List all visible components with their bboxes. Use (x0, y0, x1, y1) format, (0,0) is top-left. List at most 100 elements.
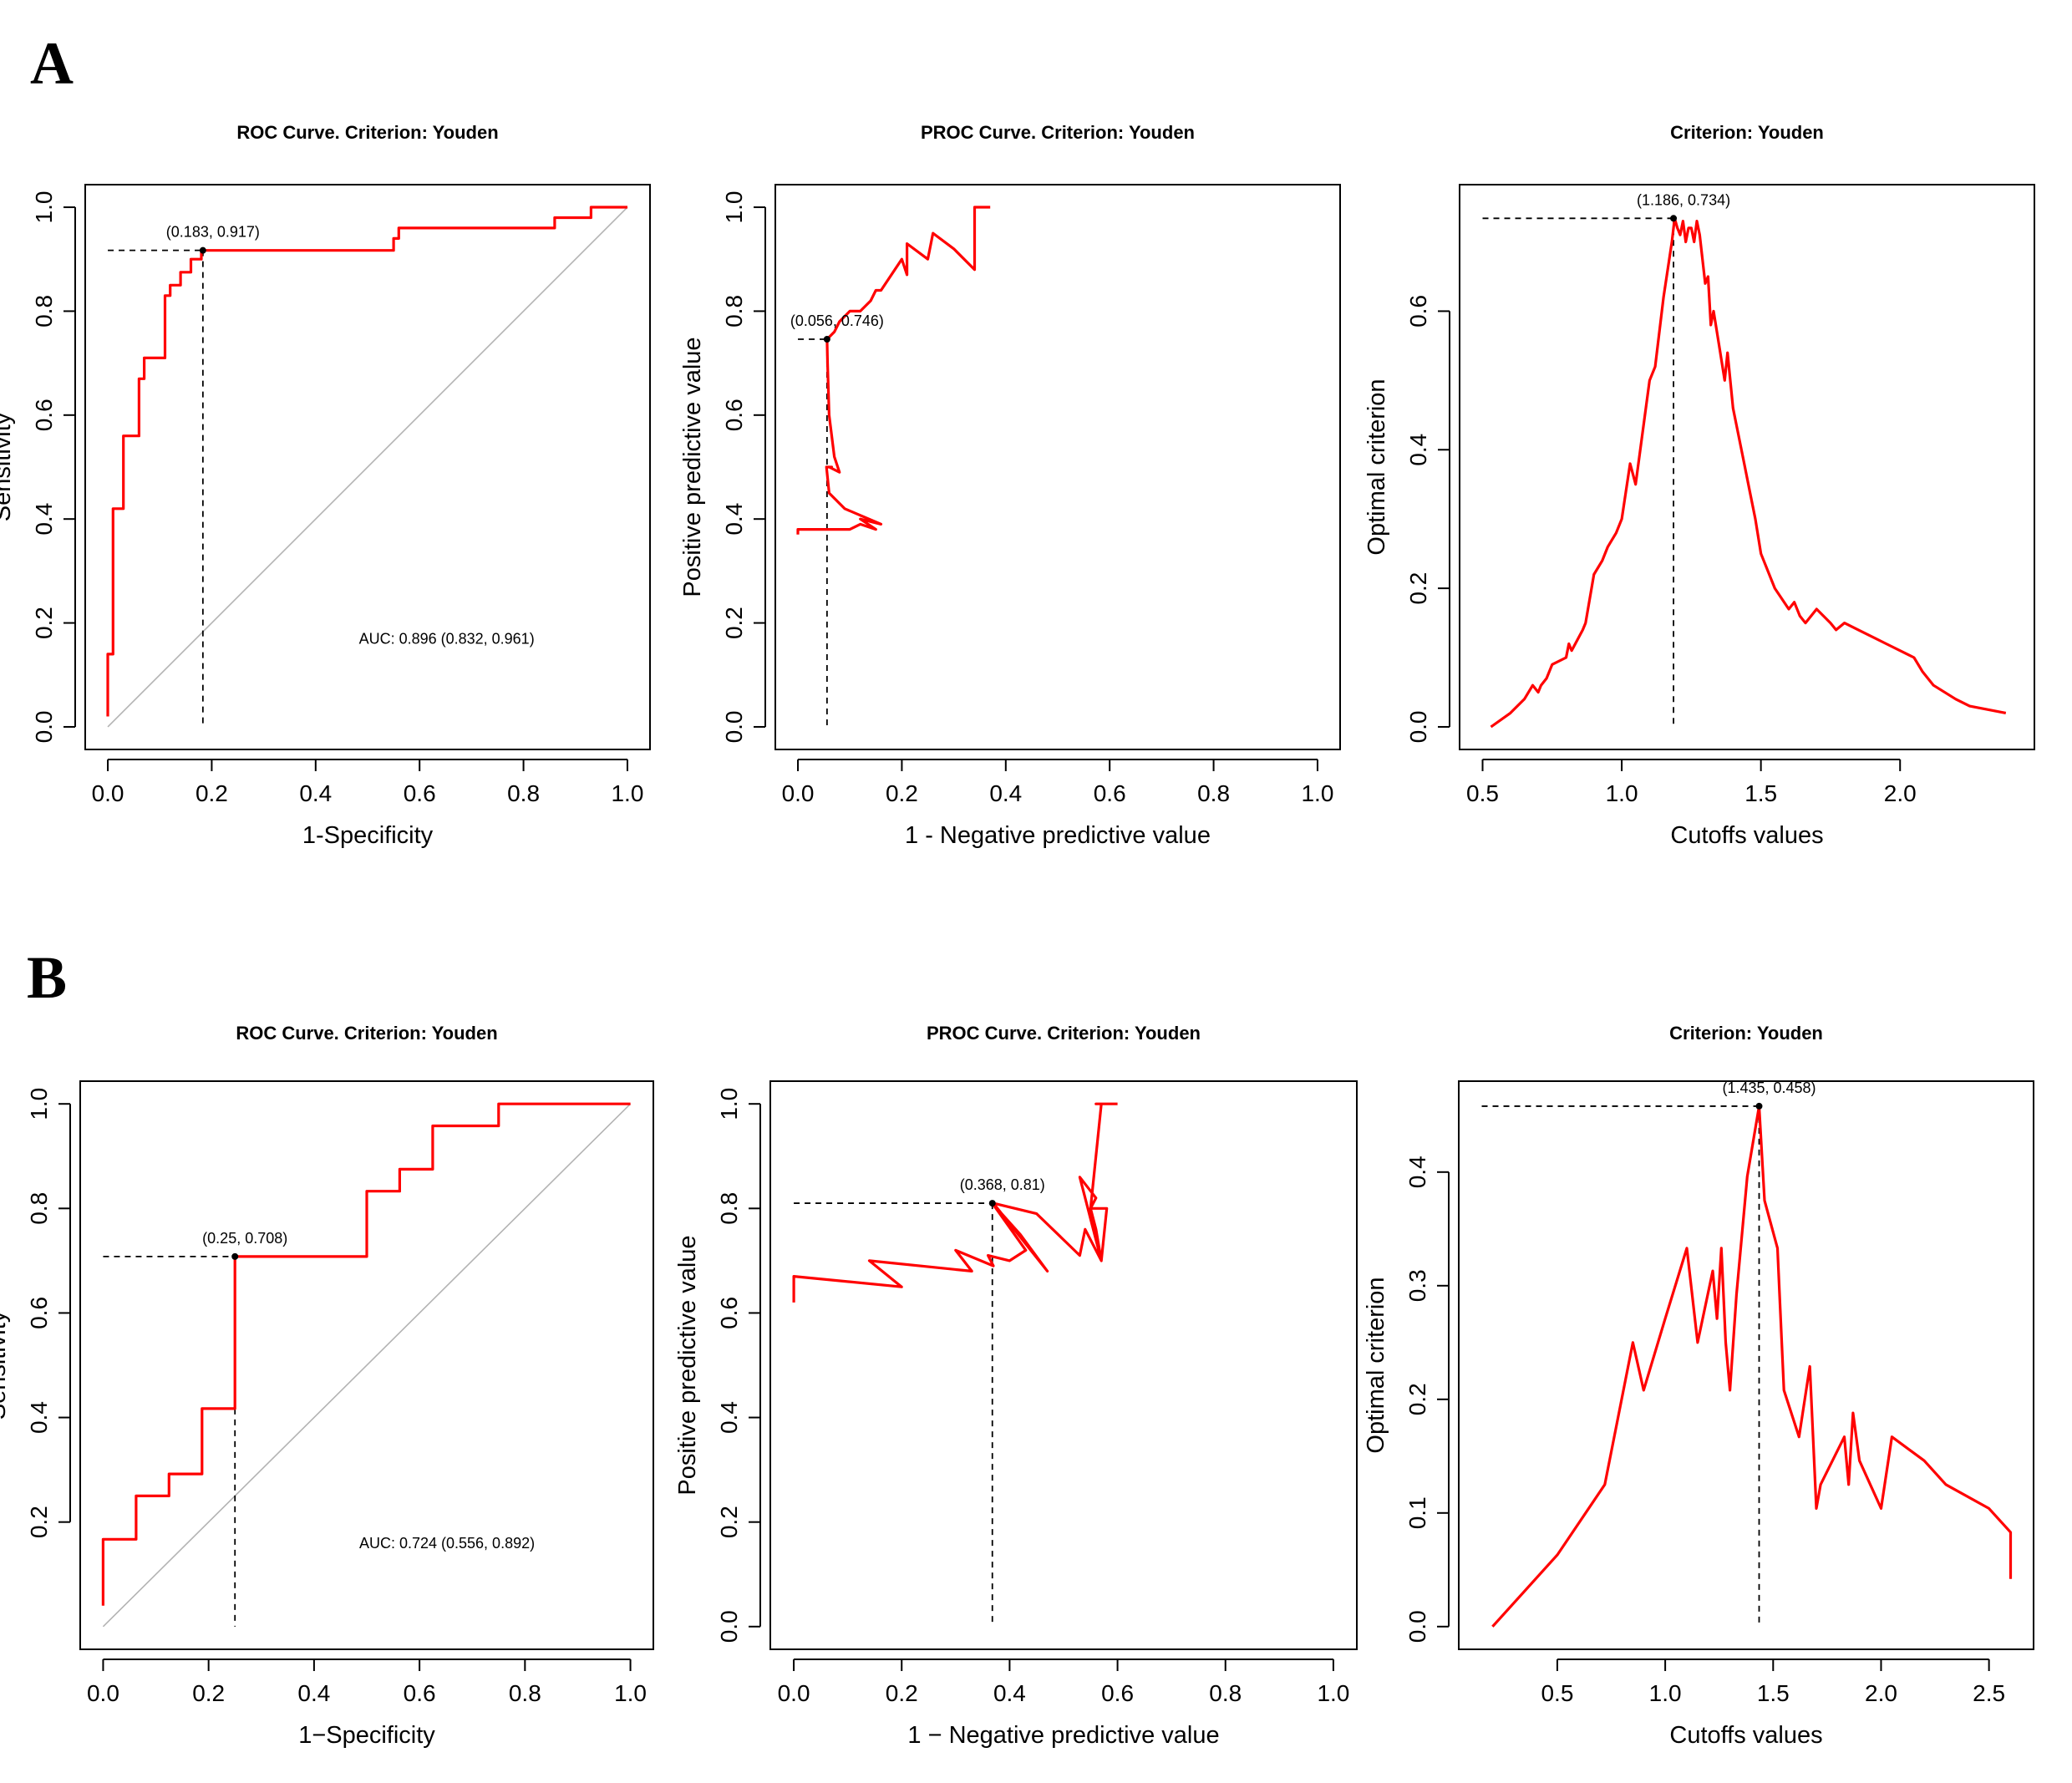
y-tick-label: 0.4 (31, 503, 57, 536)
y-tick-label: 1.0 (31, 191, 57, 224)
x-tick-label: 1.0 (611, 780, 643, 806)
cutpoint-label: (1.435, 0.458) (1722, 1079, 1816, 1096)
y-tick-label: 0.6 (31, 399, 57, 431)
y-tick-label: 0.2 (1405, 572, 1431, 605)
y-tick-label: 0.0 (1405, 710, 1431, 743)
plot-frame (79, 1080, 654, 1650)
chart-2: PROC Curve. Criterion: Youden 0.0 0.2 0.4 0.… (679, 122, 1341, 849)
y-tick-label: 1.0 (26, 1088, 52, 1120)
chart-title: ROC Curve. Criterion: Youden (236, 1023, 497, 1044)
chart-3: Criterion: Youden 0.5 1.0 1.5 2.0 Cutoffs val… (1364, 122, 2035, 849)
cutpoint-label: (0.183, 0.917) (166, 224, 260, 241)
auc-label: AUC: 0.896 (0.832, 0.961) (359, 630, 535, 647)
y-tick-label: 0.2 (721, 607, 747, 639)
panel-letter-b: B (27, 944, 67, 1011)
y-tick-label: 0.6 (26, 1297, 52, 1329)
x-tick-label: 0.5 (1466, 780, 1499, 806)
y-axis-label: Sensitivity (0, 1310, 11, 1420)
chart-title: PROC Curve. Criterion: Youden (921, 122, 1195, 143)
y-tick-label: 0.2 (1404, 1383, 1430, 1415)
x-tick-label: 0.0 (782, 780, 815, 806)
curve-line-youden (1490, 216, 2007, 729)
chart-title: Criterion: Youden (1670, 122, 1824, 143)
cutpoint-label: (1.186, 0.734) (1637, 191, 1730, 208)
x-tick-label: 2.5 (1973, 1680, 2005, 1706)
chart-6: Criterion: Youden 0.5 1.0 1.5 2.0 2.5 Cutoffs … (1363, 1023, 2034, 1749)
y-tick-label: 0.2 (26, 1506, 52, 1538)
x-tick-label: 0.2 (886, 780, 918, 806)
x-tick-label: 0.2 (192, 1680, 225, 1706)
x-tick-label: 0.6 (1094, 780, 1126, 806)
y-axis-label: Sensitivity (0, 412, 16, 521)
y-tick-label: 1.0 (721, 191, 747, 224)
y-tick-label: 0.2 (31, 607, 57, 639)
chance-diagonal-line (107, 206, 628, 728)
plot-frame (769, 1080, 1358, 1650)
x-tick-label: 0.8 (1197, 780, 1230, 806)
y-axis-label: Optimal criterion (1363, 1277, 1389, 1453)
y-tick-label: 0.8 (31, 295, 57, 328)
plot-frame (774, 184, 1341, 750)
x-tick-label: 0.0 (92, 780, 124, 806)
x-tick-label: 0.2 (196, 780, 228, 806)
chart-title: ROC Curve. Criterion: Youden (236, 122, 498, 143)
y-tick-label: 0.2 (716, 1506, 742, 1538)
x-tick-label: 2.0 (1865, 1680, 1897, 1706)
plot-frame (84, 184, 651, 750)
x-axis-label: 1 − Negative predictive value (907, 1722, 1219, 1749)
x-tick-label: 0.4 (299, 780, 332, 806)
y-tick-label: 0.0 (721, 710, 747, 743)
x-tick-label: 0.6 (404, 1680, 436, 1706)
x-tick-label: 0.6 (404, 780, 436, 806)
y-tick-label: 0.4 (721, 503, 747, 536)
x-axis-label: 1−Specificity (298, 1722, 435, 1749)
y-tick-label: 0.4 (26, 1401, 52, 1434)
y-axis-label: Positive predictive value (674, 1235, 701, 1495)
cutpoint-marker (231, 1252, 239, 1260)
x-tick-label: 1.0 (1649, 1680, 1682, 1706)
y-tick-label: 0.6 (721, 399, 747, 431)
y-tick-label: 0.8 (26, 1192, 52, 1225)
y-tick-label: 0.6 (716, 1297, 742, 1329)
y-tick-label: 0.0 (1404, 1610, 1430, 1643)
x-tick-label: 1.5 (1757, 1680, 1790, 1706)
y-axis-label: Positive predictive value (679, 337, 706, 597)
x-tick-label: 1.0 (1606, 780, 1638, 806)
y-tick-label: 0.4 (1405, 434, 1431, 466)
x-tick-label: 0.5 (1541, 1680, 1573, 1706)
x-axis-label: Cutoffs values (1670, 822, 1823, 849)
x-tick-label: 0.4 (993, 1680, 1026, 1706)
curve-line-roc (101, 1102, 631, 1606)
y-tick-label: 0.1 (1404, 1496, 1430, 1529)
x-tick-label: 0.0 (87, 1680, 119, 1706)
x-axis-label: 1-Specificity (302, 822, 434, 849)
x-tick-label: 0.4 (297, 1680, 330, 1706)
x-tick-label: 0.8 (1209, 1680, 1242, 1706)
cutpoint-marker (1670, 215, 1678, 222)
auc-label: AUC: 0.724 (0.556, 0.892) (359, 1535, 535, 1552)
curve-line-roc (106, 206, 627, 717)
charts-group: ROC Curve. Criterion: Youden 0.0 0.2 0.4 0.6… (0, 122, 2035, 1749)
cutpoint-label: (0.056, 0.746) (790, 312, 884, 329)
x-tick-label: 0.8 (507, 780, 540, 806)
chart-1: ROC Curve. Criterion: Youden 0.0 0.2 0.4 0.6… (0, 122, 651, 849)
cutpoint-marker (823, 336, 830, 343)
y-tick-label: 0.8 (721, 295, 747, 328)
x-tick-label: 2.0 (1884, 780, 1917, 806)
chart-5: PROC Curve. Criterion: Youden 0.0 0.2 0.4 0.… (674, 1023, 1358, 1749)
cutpoint-marker (988, 1200, 996, 1207)
x-tick-label: 0.6 (1101, 1680, 1134, 1706)
x-tick-label: 0.4 (989, 780, 1022, 806)
y-tick-label: 0.4 (716, 1401, 742, 1434)
x-tick-label: 0.8 (509, 1680, 541, 1706)
y-tick-label: 0.0 (716, 1610, 742, 1643)
y-tick-label: 0.3 (1404, 1269, 1430, 1302)
y-tick-label: 0.4 (1404, 1156, 1430, 1188)
cutpoint-label: (0.25, 0.708) (202, 1230, 287, 1247)
y-tick-label: 0.8 (716, 1192, 742, 1225)
x-axis-label: 1 - Negative predictive value (905, 822, 1211, 849)
y-tick-label: 1.0 (716, 1088, 742, 1120)
plot-frame (1458, 1080, 2034, 1650)
chart-title: PROC Curve. Criterion: Youden (927, 1023, 1201, 1044)
